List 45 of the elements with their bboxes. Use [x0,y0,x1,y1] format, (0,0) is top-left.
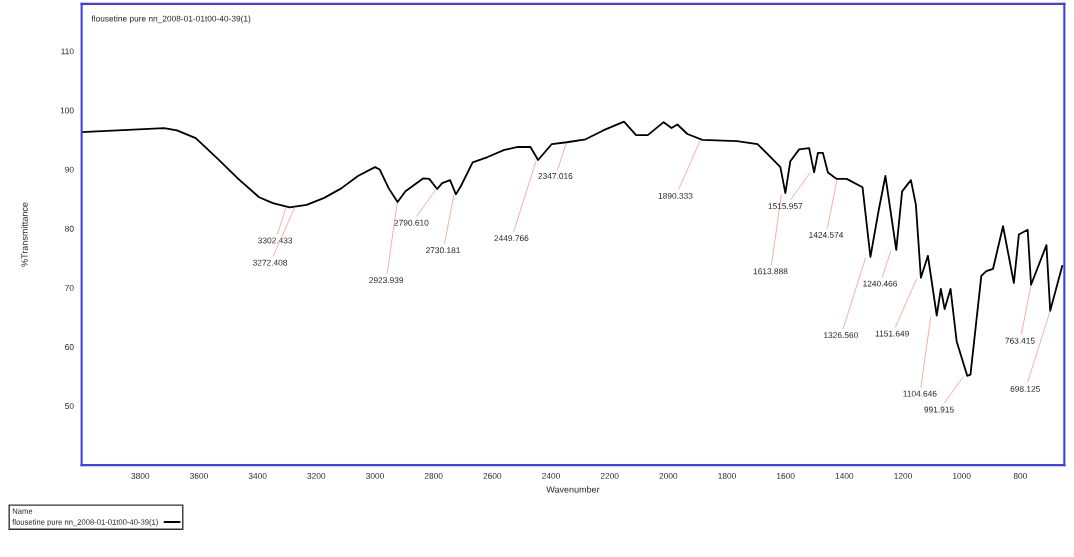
y-axis-title: %Transmittance [21,202,28,267]
annotation: 3302.433 [258,237,293,244]
x-tick-label: 2200 [600,472,619,479]
x-tick-label: 1200 [894,472,912,479]
y-tick-label: 90 [65,166,74,173]
x-tick-label: 3400 [248,472,267,479]
annotation: 2730.181 [426,247,460,254]
x-tick-label: 1400 [835,472,854,479]
annotation: 1326.560 [824,332,858,339]
annotation: 2449.766 [494,235,529,242]
annotation: 3272.408 [253,259,288,266]
y-tick-label: 100 [60,107,74,114]
annotation: 763.415 [1005,337,1035,344]
x-tick-label: 2800 [424,472,443,479]
x-tick-label: 3600 [190,472,208,479]
annotation: 1240.466 [863,280,898,287]
annotation: 1424.574 [809,231,844,238]
x-tick-label: 800 [1013,472,1027,479]
annotation: 2347.016 [538,173,573,179]
annotation: 1613.888 [753,268,788,275]
y-tick-label: 60 [65,344,74,350]
y-tick-label: 70 [65,284,74,291]
x-tick-label: 3800 [131,472,150,479]
annotation: 1151.649 [875,330,909,337]
line-series [81,120,1064,377]
x-tick-label: 3000 [366,472,384,479]
annotation: 698.125 [1010,385,1040,392]
annotation: 991.915 [924,406,954,413]
x-tick-label: 2000 [659,472,678,479]
x-tick-label: 3200 [307,472,326,479]
annotation: 2923.939 [369,277,404,284]
x-tick-label: 1800 [718,472,736,479]
annotation: 1890.333 [658,192,693,199]
y-tick-label: 80 [65,225,74,232]
annotation: 1515.957 [768,203,803,210]
annotation: 2790.610 [394,219,429,226]
x-tick-label: 1000 [953,472,971,479]
x-axis-title: Wavenumber [546,486,600,493]
annotation: 1104.646 [903,390,937,397]
y-tick-label: 110 [61,48,74,55]
x-tick-label: 1600 [777,472,795,479]
x-tick-label: 2400 [542,472,560,479]
x-tick-label: 2600 [483,472,502,479]
text: flousetine pure nn_2008-01-01t00-40-39(1) [91,15,251,24]
y-tick-label: 50 [65,403,74,410]
